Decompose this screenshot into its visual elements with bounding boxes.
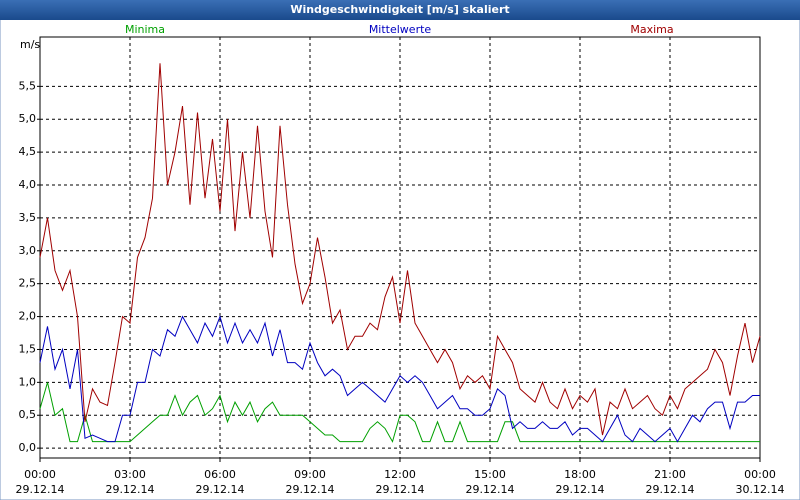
x-tick-label: 15:00 (474, 468, 506, 481)
data-line (39, 315, 760, 443)
y-tick-label: 4,0 (19, 178, 37, 191)
data-line (39, 63, 761, 436)
x-tick-date: 29.12.14 (196, 483, 245, 496)
y-tick-label: 1,5 (19, 342, 37, 355)
y-tick-label: 4,5 (19, 145, 37, 158)
x-tick-label: 00:00 (24, 468, 56, 481)
x-tick-date: 29.12.14 (376, 483, 425, 496)
chart-title: Windgeschwindigkeit [m/s] skaliert (290, 3, 509, 16)
y-tick-label: 3,5 (19, 211, 37, 224)
x-tick-label: 12:00 (384, 468, 416, 481)
legend-entry: Minima (125, 23, 165, 36)
legend-entry: Maxima (630, 23, 673, 36)
x-tick-label: 18:00 (564, 468, 596, 481)
x-tick-label: 03:00 (114, 468, 146, 481)
x-tick-date: 29.12.14 (646, 483, 695, 496)
x-tick-date: 29.12.14 (106, 483, 155, 496)
y-tick-label: 2,5 (19, 277, 37, 290)
legend-entry: Mittelwerte (369, 23, 432, 36)
x-tick-label: 09:00 (294, 468, 326, 481)
x-tick-date: 30.12.14 (736, 483, 785, 496)
x-tick-label: 21:00 (654, 468, 686, 481)
y-tick-label: 2,0 (19, 310, 37, 323)
data-line (39, 382, 760, 443)
y-tick-label: 0,5 (19, 408, 37, 421)
y-tick-label: 5,0 (19, 112, 37, 125)
title-bar (0, 0, 800, 20)
y-tick-label: 5,5 (19, 79, 37, 92)
y-tick-label: 0,0 (19, 441, 37, 454)
x-tick-date: 29.12.14 (556, 483, 605, 496)
x-tick-date: 29.12.14 (286, 483, 335, 496)
x-tick-label: 00:00 (744, 468, 776, 481)
x-tick-label: 06:00 (204, 468, 236, 481)
y-tick-label: 1,0 (19, 375, 37, 388)
x-tick-date: 29.12.14 (466, 483, 515, 496)
y-tick-label: 3,0 (19, 244, 37, 257)
x-tick-date: 29.12.14 (16, 483, 65, 496)
y-axis-label: m/s (20, 38, 40, 51)
